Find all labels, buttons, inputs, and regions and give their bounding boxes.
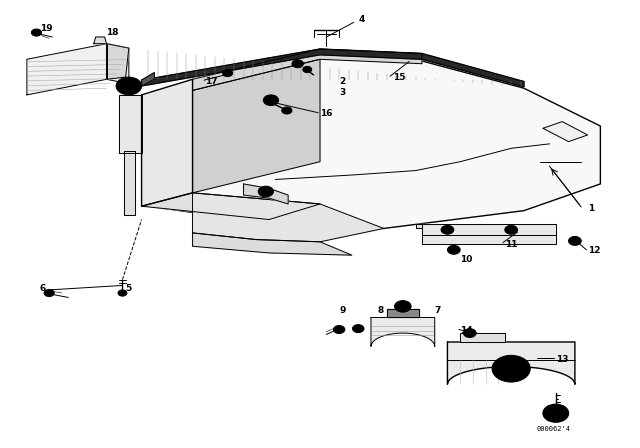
Text: 18: 18 [106,28,119,37]
Circle shape [31,29,42,36]
Circle shape [447,246,460,254]
Text: 19: 19 [40,24,52,33]
Polygon shape [141,79,193,206]
Circle shape [505,225,518,234]
Circle shape [441,225,454,234]
Circle shape [394,301,411,312]
Polygon shape [119,95,141,153]
Text: 14: 14 [460,326,473,336]
Text: 16: 16 [320,109,333,118]
Circle shape [568,237,581,246]
Polygon shape [141,193,320,220]
Circle shape [492,355,531,382]
Text: 1: 1 [588,204,594,213]
Polygon shape [193,233,352,255]
Text: 12: 12 [588,246,600,255]
Polygon shape [106,44,129,79]
Circle shape [463,329,476,337]
Circle shape [258,186,273,197]
Circle shape [295,62,300,65]
Circle shape [44,289,54,297]
Text: 13: 13 [556,355,568,364]
Circle shape [122,82,135,90]
Circle shape [263,95,278,106]
Text: 10: 10 [460,255,472,264]
Text: 15: 15 [394,73,406,82]
Circle shape [116,77,141,95]
Polygon shape [124,151,135,215]
Polygon shape [148,55,600,228]
Polygon shape [371,318,435,346]
Text: 11: 11 [505,240,517,249]
Circle shape [284,109,289,112]
Polygon shape [193,49,422,90]
Circle shape [502,362,521,375]
Text: 7: 7 [435,306,441,315]
Polygon shape [27,44,129,95]
Circle shape [292,60,303,68]
Text: 5: 5 [125,284,132,293]
Circle shape [223,69,233,77]
Text: 2: 2 [339,77,346,86]
Text: 000062'4: 000062'4 [537,426,571,432]
Polygon shape [94,37,106,44]
Circle shape [303,66,312,73]
Circle shape [353,325,364,332]
Polygon shape [244,184,288,204]
Text: 6: 6 [40,284,46,293]
Polygon shape [193,59,320,193]
Polygon shape [415,224,422,228]
Circle shape [356,327,361,331]
Circle shape [333,326,345,333]
Circle shape [572,239,578,243]
Polygon shape [422,224,556,244]
Circle shape [451,248,457,252]
Polygon shape [141,73,154,86]
Polygon shape [387,309,419,318]
Circle shape [543,404,568,422]
Circle shape [118,290,127,296]
Text: 17: 17 [205,77,218,86]
Polygon shape [447,342,575,384]
Text: 8: 8 [378,306,383,315]
Circle shape [467,331,473,335]
Polygon shape [543,121,588,142]
Circle shape [282,107,292,114]
Polygon shape [460,333,505,342]
Polygon shape [141,49,524,87]
Circle shape [268,98,274,103]
Circle shape [549,409,562,418]
Text: 3: 3 [339,88,346,97]
Text: 4: 4 [358,15,365,24]
Text: 9: 9 [339,306,346,315]
Polygon shape [193,193,384,242]
